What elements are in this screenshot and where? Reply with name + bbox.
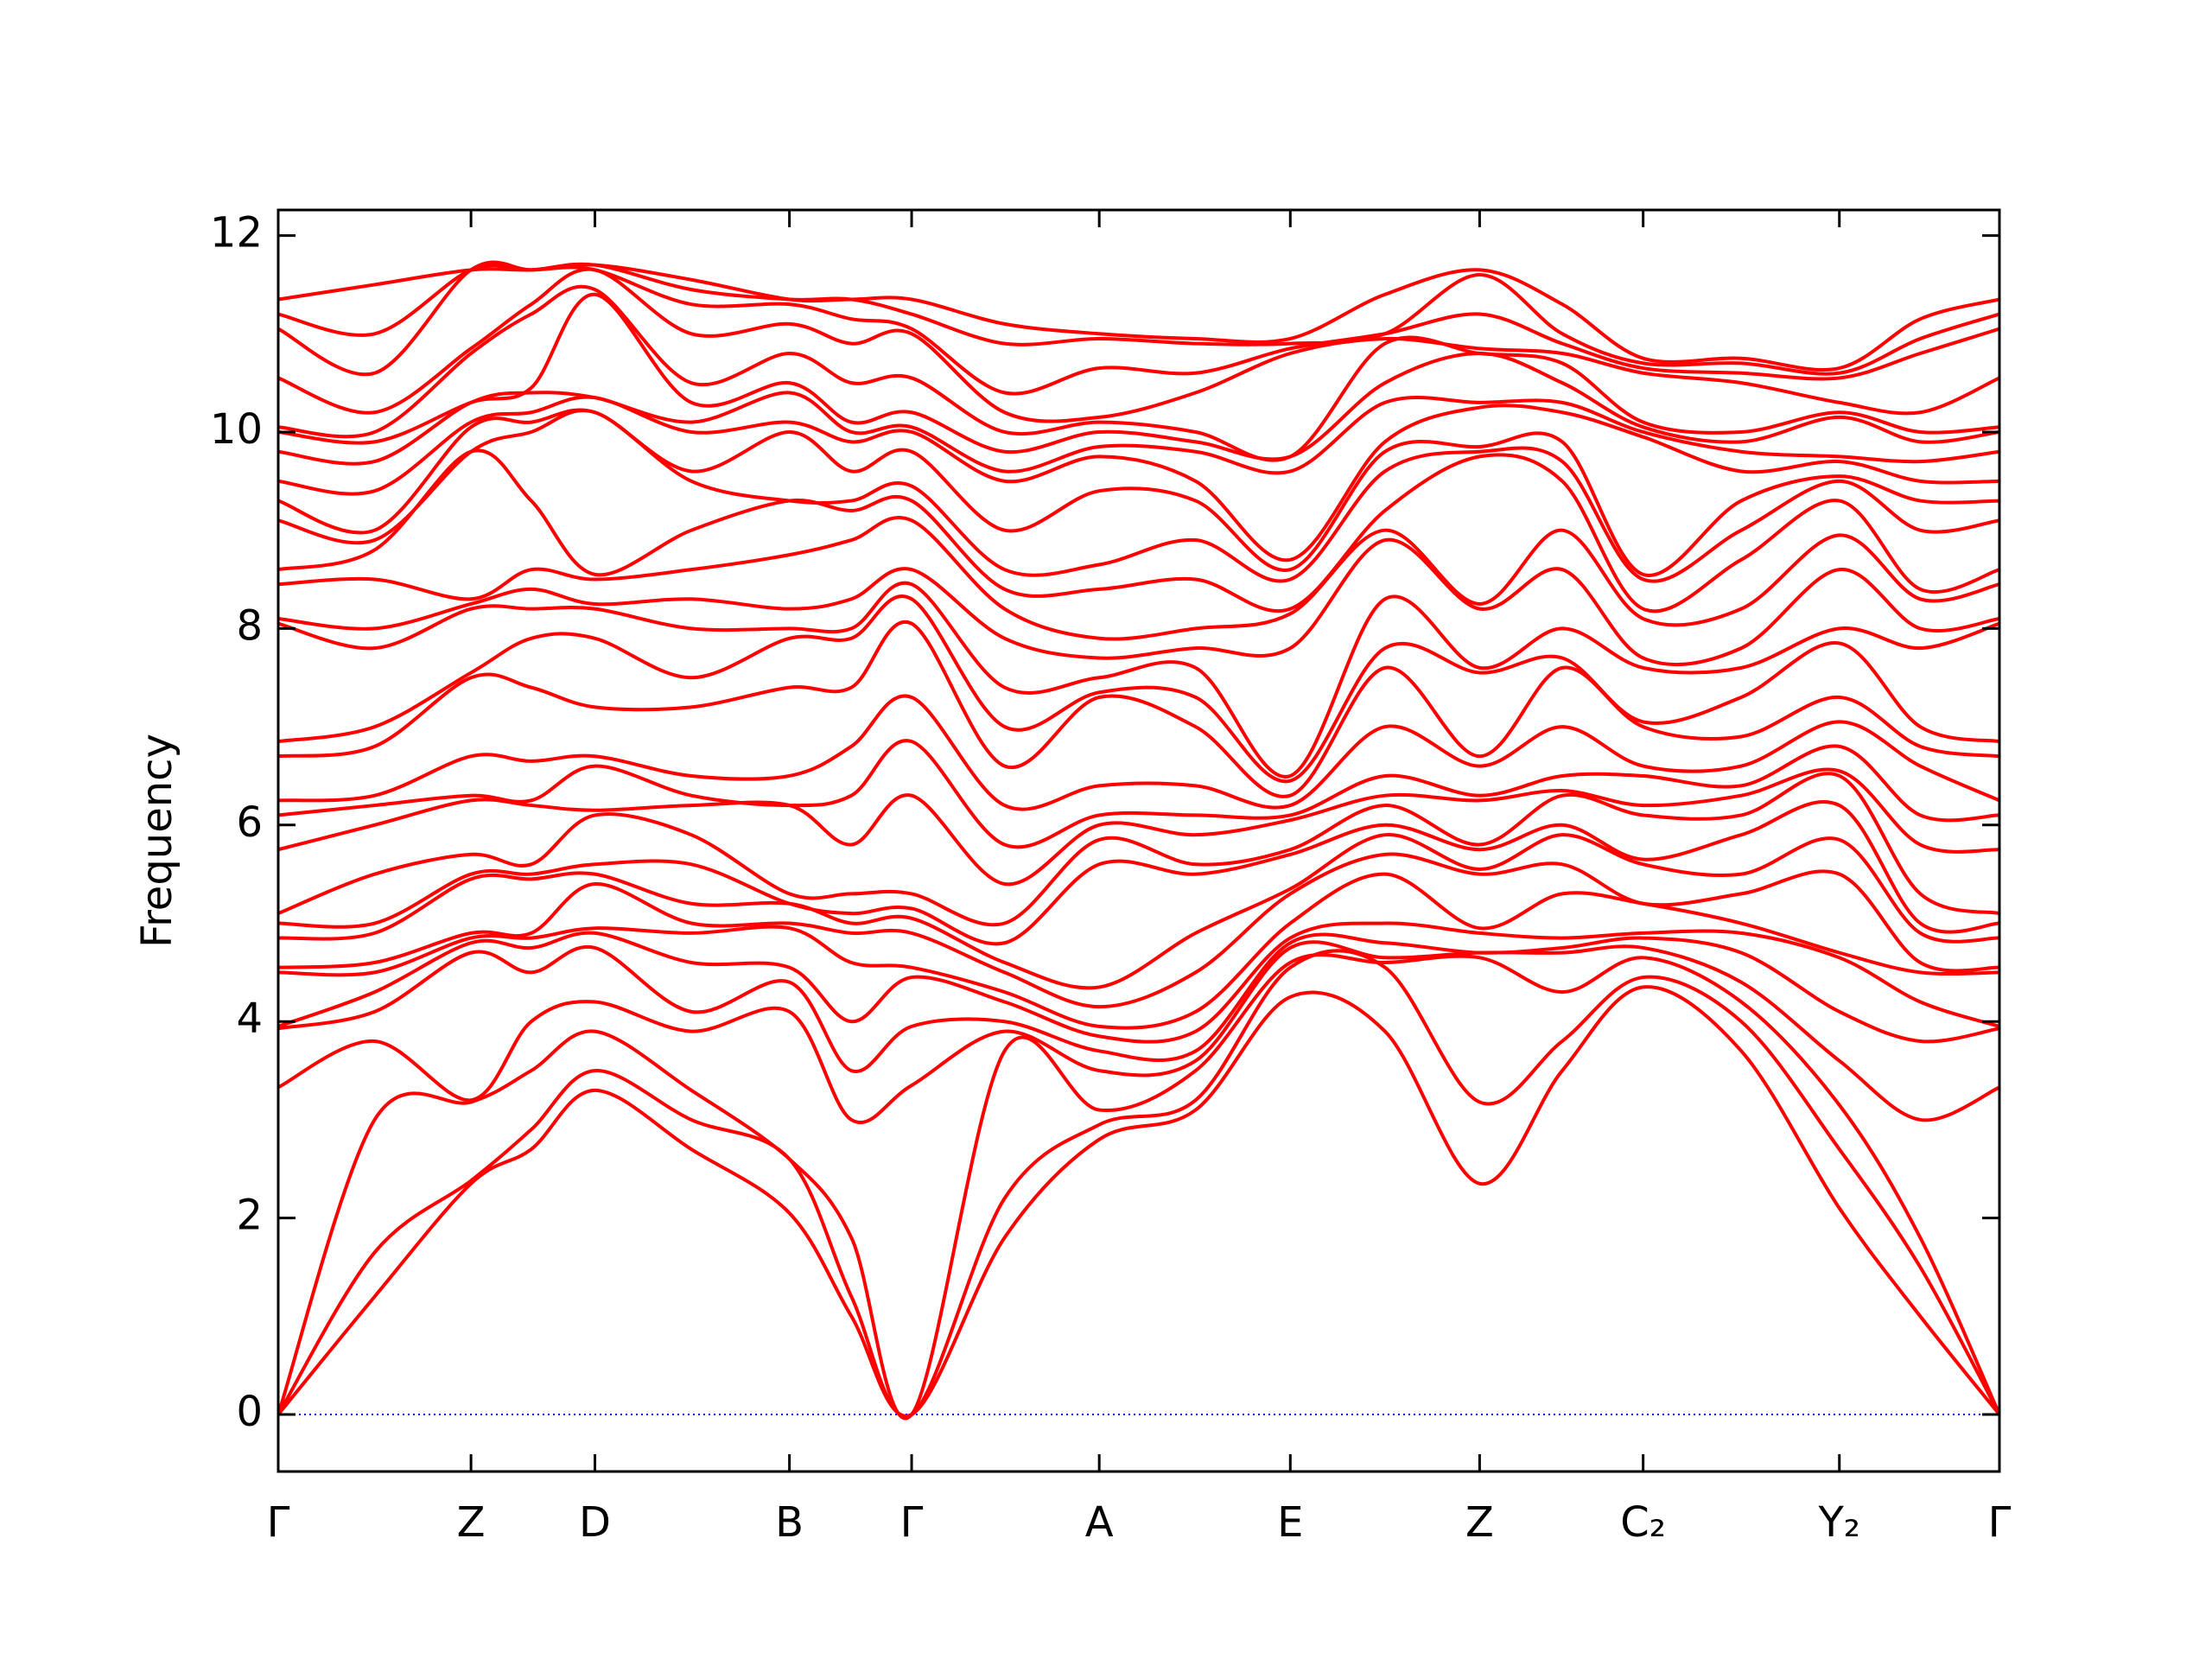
band-line	[278, 409, 1999, 583]
band-line	[278, 985, 1999, 1418]
band-line	[278, 620, 1999, 798]
band-line	[278, 284, 1999, 462]
band-line	[278, 952, 1999, 1421]
x-tick-label: Z	[1465, 1498, 1494, 1547]
band-line	[278, 292, 1999, 461]
axes-frame	[276, 208, 2001, 1473]
y-tick-label: 2	[236, 1192, 263, 1240]
band-line	[278, 581, 1999, 779]
band-line	[278, 263, 1999, 372]
band-line	[278, 799, 1999, 946]
band-line	[278, 921, 1999, 1044]
y-tick-label: 10	[210, 405, 263, 454]
band-line	[278, 537, 1999, 667]
band-line	[278, 772, 1999, 927]
x-tick-label: B	[775, 1498, 804, 1547]
band-line	[278, 448, 1999, 613]
y-axis-label: Frequency	[133, 734, 181, 948]
plot-area	[278, 260, 1999, 1421]
band-line	[278, 833, 1999, 990]
y-tick-label: 0	[236, 1388, 263, 1436]
x-tick-label: D	[579, 1498, 611, 1547]
band-line	[278, 395, 1999, 563]
band-line	[278, 515, 1999, 641]
x-tick-label: E	[1277, 1498, 1303, 1547]
band-line	[278, 594, 1999, 784]
band-line	[278, 872, 1999, 1030]
band-line	[278, 739, 1999, 849]
x-tick-label: C₂	[1620, 1498, 1666, 1547]
x-tick-label: Γ	[267, 1498, 290, 1547]
band-line	[278, 694, 1999, 811]
y-tick-label: 12	[210, 209, 263, 257]
x-tick-label: Y₂	[1817, 1498, 1860, 1547]
band-line	[278, 940, 1999, 1125]
band-line	[278, 932, 1999, 1073]
band-line	[278, 267, 1999, 423]
y-tick-label: 4	[236, 995, 263, 1043]
band-line	[278, 408, 1999, 577]
band-line	[278, 949, 1999, 1419]
band-line	[278, 391, 1999, 475]
x-tick-label: Γ	[900, 1498, 924, 1547]
x-tick-label: A	[1085, 1498, 1114, 1547]
band-line	[278, 767, 1999, 887]
band-line	[278, 852, 1999, 1009]
y-tick-label: 8	[236, 601, 263, 650]
x-tick-label: Γ	[1988, 1498, 2012, 1547]
x-tick-label: Z	[457, 1498, 486, 1547]
y-tick-label: 6	[236, 798, 263, 847]
